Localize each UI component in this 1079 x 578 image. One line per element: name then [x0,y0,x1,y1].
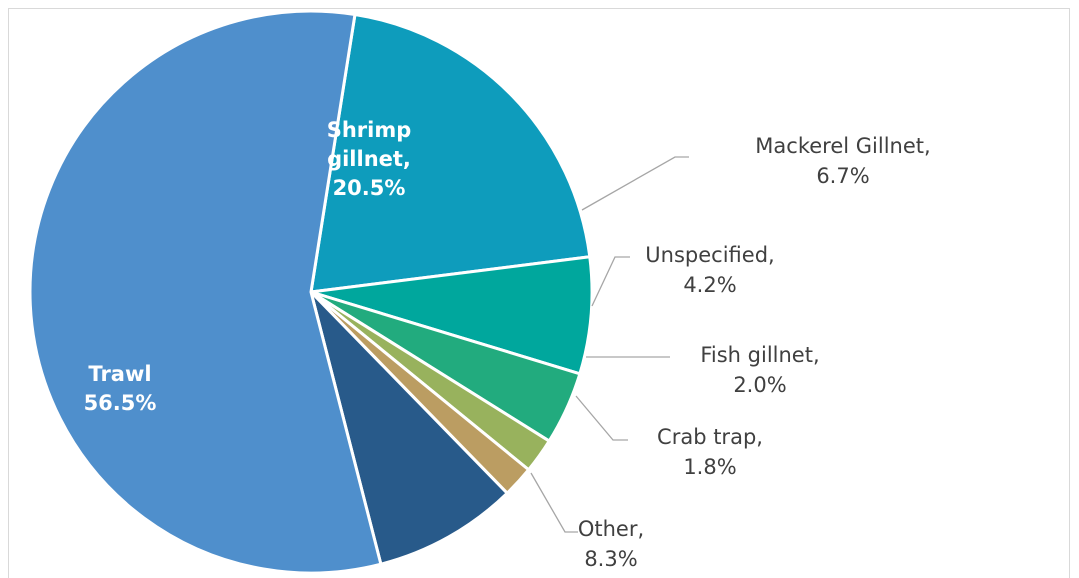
data-label-line: Fish gillnet, [700,343,819,367]
slice-other [309,290,509,566]
slice-shrimp-gillnet [309,12,592,294]
data-label-other: Other, 8.3% [578,517,644,571]
data-label-shrimp-gillnet: Shrimp gillnet, 20.5% [327,118,412,200]
data-label-unspecified: Unspecified, 4.2% [645,243,774,297]
leader-line-unspecified [591,256,630,307]
chart-frame [8,8,1070,578]
leader-line-crab-trap [575,395,628,441]
data-label-line: 1.8% [683,455,736,479]
slice-trawl [28,9,383,575]
data-label-line: 6.7% [816,164,869,188]
data-label-line: Trawl [88,362,151,386]
data-label-crab-trap: Crab trap, 1.8% [657,425,763,479]
slice-mackerel-gillnet [309,255,594,376]
data-label-line: Shrimp [327,118,412,142]
leader-lines-layer [530,156,689,533]
data-label-line: 2.0% [733,373,786,397]
leader-line-mackerel-gillnet [581,156,689,211]
data-label-line: Mackerel Gillnet, [755,134,930,158]
data-label-line: 56.5% [84,391,157,415]
slices-layer [28,9,594,575]
data-label-mackerel-gillnet: Mackerel Gillnet, 6.7% [755,134,930,188]
data-label-line: 20.5% [333,176,406,200]
data-labels-layer: Shrimp gillnet, 20.5% Mackerel Gillnet, 6.7%… [84,118,931,571]
data-label-trawl: Trawl 56.5% [84,362,157,415]
data-label-line: gillnet, [327,147,411,171]
data-label-line: Crab trap, [657,425,763,449]
data-label-line: Unspecified, [645,243,774,267]
leader-line-other [530,472,578,533]
data-label-line: Other, [578,517,644,541]
data-label-fish-gillnet: Fish gillnet, 2.0% [700,343,819,397]
data-label-line: 4.2% [683,273,736,297]
data-label-line: 8.3% [584,547,637,571]
